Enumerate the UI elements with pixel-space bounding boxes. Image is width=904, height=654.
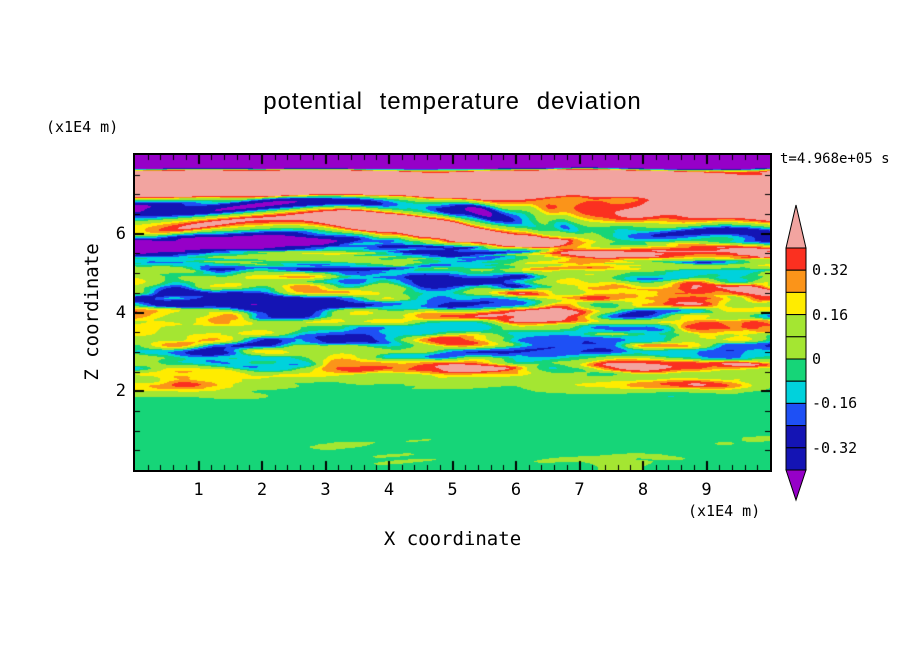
- x-tick-label: 1: [193, 480, 204, 500]
- y-tick-label: 6: [115, 223, 126, 244]
- colorbar-label: 0.32: [812, 261, 849, 280]
- colorbar-segment: [785, 380, 807, 404]
- colorbar-segment: [785, 425, 807, 449]
- plot-frame: [133, 153, 772, 472]
- y-tick-label: 4: [115, 302, 126, 323]
- colorbar-over-arrow: [785, 204, 807, 249]
- y-tick-label: 2: [115, 381, 126, 402]
- x-tick-label: 4: [383, 480, 395, 500]
- x-tick-label: 9: [701, 480, 712, 500]
- colorbar-segment: [785, 402, 807, 427]
- x-axis-title: X coordinate: [383, 528, 522, 550]
- time-annotation: t=4.968e+05 s: [780, 151, 890, 167]
- colorbar-label: -0.32: [812, 438, 858, 457]
- x-tick-label: 5: [447, 480, 458, 500]
- colorbar-segment: [785, 447, 807, 471]
- colorbar-under-arrow: [785, 469, 807, 502]
- colorbar-label: 0: [812, 350, 822, 368]
- colorbar-segment: [785, 314, 807, 338]
- x-tick-label: 3: [320, 480, 331, 500]
- y-axis-units-label: (x1E4 m): [46, 118, 119, 136]
- colorbar-segment: [785, 291, 807, 316]
- x-tick-label: 6: [510, 480, 522, 500]
- x-tick-label: 2: [256, 480, 268, 500]
- x-tick-label: 7: [574, 480, 585, 500]
- colorbar: [785, 204, 809, 504]
- colorbar-segment: [785, 247, 807, 271]
- colorbar-segment: [785, 358, 807, 382]
- colorbar-label: -0.16: [812, 394, 858, 413]
- heatmap-canvas: [135, 155, 770, 470]
- colorbar-segment: [785, 269, 807, 293]
- chart-title: potential temperature deviation: [263, 88, 642, 115]
- colorbar-segment: [785, 336, 807, 360]
- y-axis-title: Z coordinate: [81, 243, 103, 381]
- x-axis-units-label: (x1E4 m): [688, 502, 761, 520]
- x-tick-label: 8: [637, 480, 649, 500]
- colorbar-label: 0.16: [812, 305, 849, 324]
